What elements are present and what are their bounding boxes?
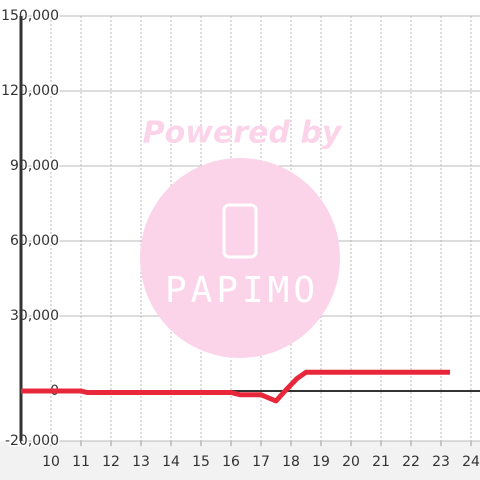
x-tick-label: 16 — [222, 454, 240, 470]
y-tick-label: 30,000 — [10, 308, 59, 324]
x-tick-label: 24 — [462, 454, 480, 470]
y-tick-label: 60,000 — [10, 233, 59, 249]
x-tick-label: 21 — [372, 454, 390, 470]
x-tick-label: 15 — [192, 454, 210, 470]
watermark-icon — [222, 203, 258, 259]
watermark-text: Powered by — [143, 116, 343, 151]
x-tick-label: 23 — [432, 454, 450, 470]
x-tick-label: 10 — [42, 454, 60, 470]
y-tick-label: 150,000 — [1, 8, 59, 24]
x-tick-label: 13 — [132, 454, 150, 470]
x-tick-label: 14 — [162, 454, 180, 470]
x-tick-label: 20 — [342, 454, 360, 470]
watermark-logo: PAPIMO — [165, 270, 319, 311]
x-tick-label: 19 — [312, 454, 330, 470]
x-tick-label: 17 — [252, 454, 270, 470]
y-tick-label: -20,000 — [5, 433, 59, 449]
watermark: Powered by PAPIMO — [140, 116, 343, 358]
x-tick-label: 11 — [72, 454, 90, 470]
x-tick-label: 22 — [402, 454, 420, 470]
y-tick-label: 90,000 — [10, 158, 59, 174]
x-tick-label: 12 — [102, 454, 120, 470]
x-axis-band — [0, 441, 480, 480]
x-tick-label: 18 — [282, 454, 300, 470]
data-line — [21, 369, 450, 404]
y-tick-label: 120,000 — [1, 83, 59, 99]
